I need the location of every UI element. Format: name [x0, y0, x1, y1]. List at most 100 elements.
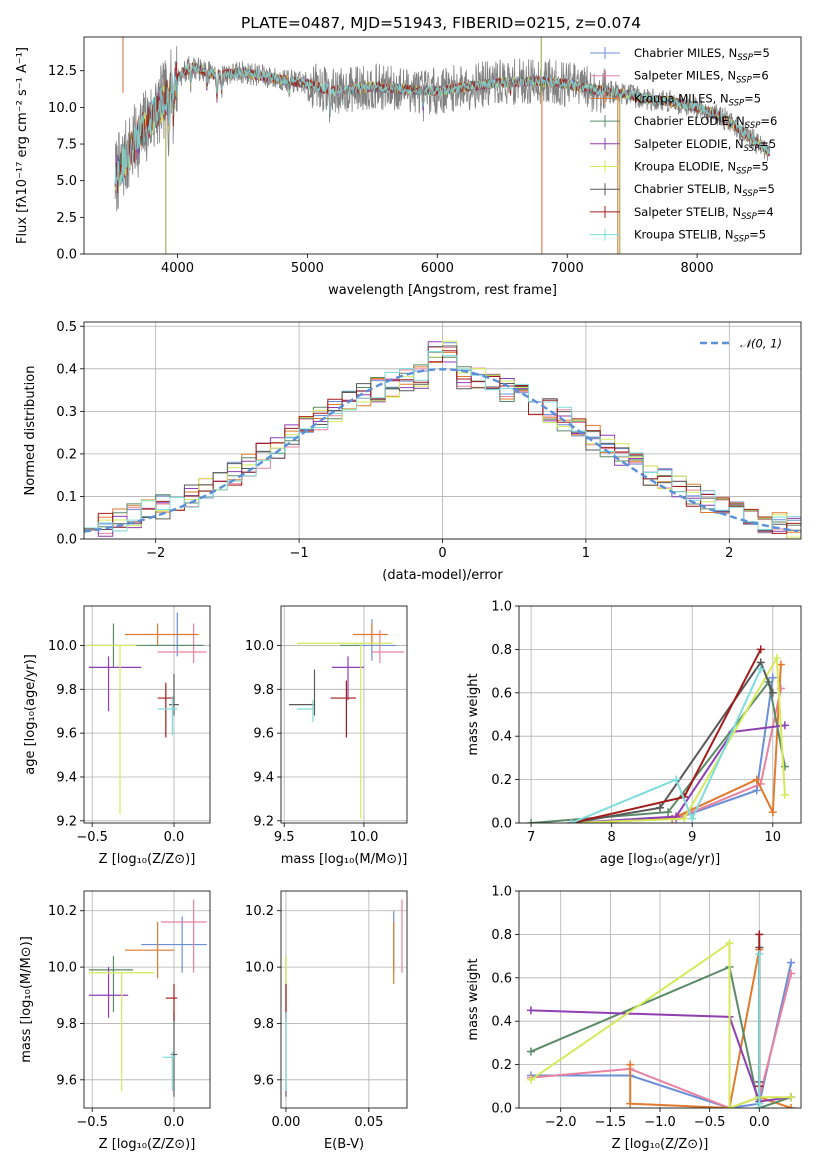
y-axis-label: mass weight [466, 958, 481, 1040]
y-tick-label: 9.8 [253, 683, 274, 698]
x-tick-label: 0.00 [271, 1115, 300, 1130]
series-line [571, 724, 786, 823]
panels: 4000 5000 6000 7000 80000.02.55.07.510.012.5… [15, 36, 802, 1152]
x-tick-label: −0.5 [694, 1115, 726, 1130]
ticks: 9.5 10.0 9.2 9.4 9.6 9.8 10.0 [245, 639, 378, 845]
x-tick-label: −1.0 [644, 1115, 676, 1130]
y-tick-label: 0.0 [491, 1102, 512, 1117]
y-tick-label: 9.4 [56, 770, 77, 785]
plot-area [527, 645, 789, 823]
legend-entry: Kroupa MILES, NSSP=5 [634, 91, 761, 108]
x-tick-label: 0.05 [354, 1115, 383, 1130]
axes-frame [280, 605, 408, 824]
x-axis-label: wavelength [Angstrom, rest frame] [328, 283, 557, 298]
y-tick-label: 0.5 [56, 320, 77, 335]
series-line [571, 654, 786, 823]
x-axis-label: mass [log₁₀(M/M⊙)] [281, 852, 408, 867]
legend: 𝒩(0, 1) [700, 337, 782, 351]
plot-area [114, 37, 771, 254]
y-tick-label: 1.0 [491, 885, 512, 900]
y-tick-label: 0.2 [56, 447, 77, 462]
x-tick-label: −2.0 [545, 1115, 577, 1130]
legend-subscript: SSP [734, 235, 750, 245]
y-tick-label: 0.2 [491, 773, 512, 788]
figure-title: PLATE=0487, MJD=51943, FIBERID=0215, z=0… [241, 14, 641, 32]
errorbar-kroupa-miles [124, 922, 174, 979]
x-tick-label: −0.5 [76, 830, 108, 845]
x-tick-label: 9.5 [274, 830, 295, 845]
panel-residuals: −2 −1 0 1 2 0.0 0.1 0.2 0.3 0.4 0.5 (data-model)/er… [23, 320, 802, 583]
x-axis-label: Z [log₁₀(Z/Z⊙)] [99, 852, 196, 867]
x-tick-label: 10 [765, 830, 782, 845]
errorbar-salpeter-miles [157, 623, 207, 663]
legend-entry: Chabrier ELODIE, NSSP=6 [634, 114, 777, 131]
legend-label: Chabrier STELIB, N [634, 182, 742, 196]
errorbar-chabrier-stelib [288, 669, 316, 716]
y-tick-label: 0.4 [56, 362, 77, 377]
legend-label: Salpeter STELIB, N [634, 205, 741, 219]
series-line [571, 668, 762, 823]
axes-frame [83, 890, 211, 1109]
x-tick-label: 10.0 [349, 830, 378, 845]
x-tick-label: 2 [725, 546, 733, 561]
errorbar-kroupa-elodie [296, 642, 393, 819]
legend-label: Chabrier ELODIE, N [634, 114, 745, 128]
errorbar-kroupa-stelib [162, 1051, 176, 1092]
y-tick-label: 0.3 [56, 405, 77, 420]
y-tick-label: 1.0 [491, 600, 512, 615]
ticks: −2 −1 0 1 2 0.0 0.1 0.2 0.3 0.4 0.5 [56, 320, 733, 561]
legend-label: Salpeter ELODIE, N [634, 137, 744, 151]
legend-label: Kroupa ELODIE, N [634, 160, 736, 174]
y-tick-label: 0.0 [56, 248, 77, 263]
y-tick-label: 9.6 [253, 1073, 274, 1088]
legend-subscript: SSP [736, 167, 752, 177]
legend-entry: Chabrier STELIB, NSSP=5 [634, 182, 775, 199]
series-line [530, 1009, 792, 1103]
x-tick-label: 1 [582, 546, 590, 561]
errorbar-kroupa-elodie [88, 972, 155, 1092]
errorbar-salpeter-miles [160, 899, 207, 973]
x-axis-label: age [log₁₀(age/yr)] [600, 852, 721, 867]
y-tick-label: 10.0 [245, 961, 274, 976]
y-tick-label: 0.2 [491, 1058, 512, 1073]
errorbar-kroupa-miles [352, 623, 388, 646]
x-axis-label: Z [log₁₀(Z/Z⊙)] [612, 1137, 709, 1152]
y-tick-label: 0.0 [56, 533, 77, 548]
errorbar-kroupa-miles [124, 623, 199, 646]
legend-count: =5 [749, 228, 766, 242]
histogram-kroupa-elodie [84, 340, 801, 538]
panel-mass-vs-ebv: 0.00 0.05 9.6 9.8 10.0 10.2 E(B-V) [245, 890, 408, 1152]
legend-label: Chabrier MILES, N [634, 46, 737, 60]
y-tick-label: 10.2 [48, 904, 77, 919]
histogram-kroupa-stelib [84, 351, 801, 532]
legend-entry: Kroupa STELIB, NSSP=5 [634, 228, 766, 245]
legend-subscript: SSP [745, 121, 761, 131]
y-tick-label: 0.8 [491, 643, 512, 658]
panel-weight-vs-Z: −2.0 −1.5 −1.0 −0.5 0.0 0.0 0.2 0.4 0.6 0.8 1.0 Z [… [466, 885, 802, 1152]
y-tick-label: 0.6 [491, 971, 512, 986]
plot-area [288, 619, 404, 819]
legend-subscript: SSP [742, 189, 758, 199]
y-tick-label: 9.2 [56, 814, 77, 829]
x-tick-label: 8 [608, 830, 616, 845]
y-tick-label: 0.0 [491, 817, 512, 832]
legend-label: Salpeter MILES, N [634, 69, 736, 83]
axes-frame [280, 890, 408, 1109]
y-axis-label: Flux [fλ10⁻¹⁷ erg cm⁻² s⁻¹ A⁻¹] [15, 47, 30, 244]
series-line [530, 973, 793, 1108]
y-axis-label: mass weight [466, 673, 481, 755]
ticks: −2.0 −1.5 −1.0 −0.5 0.0 0.0 0.2 0.4 0.6 0.8 1.0 [491, 885, 769, 1131]
y-tick-label: 2.5 [56, 211, 77, 226]
series-line [530, 965, 792, 1108]
x-axis-label: (data-model)/error [382, 568, 503, 583]
errorbar-salpeter-miles [371, 630, 404, 663]
x-tick-label: 8000 [681, 261, 714, 276]
legend-subscript: SSP [729, 98, 745, 108]
legend-count: =5 [758, 182, 775, 196]
y-tick-label: 0.6 [491, 686, 512, 701]
plot-area [87, 612, 207, 815]
legend-subscript: SSP [741, 212, 757, 222]
legend-count: =6 [752, 69, 769, 83]
x-tick-label: 4000 [161, 261, 194, 276]
